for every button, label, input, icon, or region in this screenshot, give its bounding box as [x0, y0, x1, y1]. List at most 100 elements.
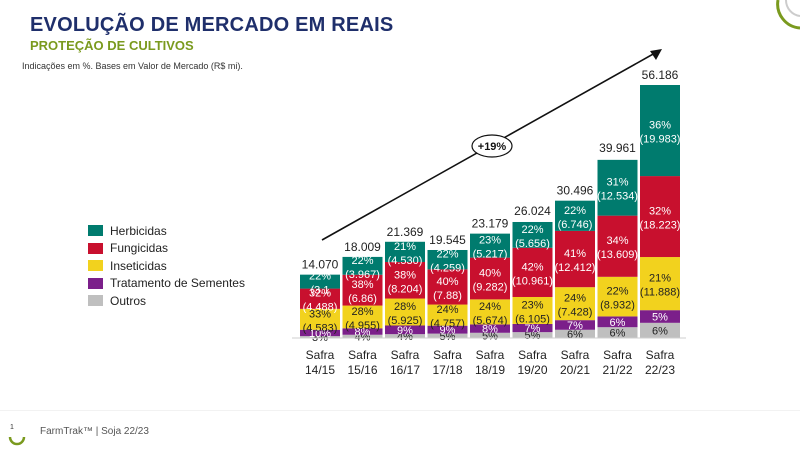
page-number: 1 [10, 424, 14, 431]
segment-value-label: (5.217) [473, 249, 508, 261]
segment-value-label: (12.534) [597, 191, 638, 203]
bar-segment [512, 332, 553, 338]
segment-pct-label: 22% [436, 249, 458, 261]
category-label: 16/17 [390, 363, 420, 377]
category-label: Safra [603, 348, 632, 362]
bar-segment [300, 274, 340, 289]
bar-segment [300, 336, 340, 338]
bar-segment [470, 324, 510, 333]
bar-segment [385, 241, 425, 262]
category-label: Safra [476, 348, 505, 362]
category-label: Safra [348, 348, 377, 362]
category-label: Safra [306, 348, 335, 362]
bar-segment [427, 249, 468, 270]
segment-pct-label: 36% [649, 120, 671, 132]
segment-pct-label: 9% [397, 325, 413, 337]
segment-pct-label: 22% [309, 271, 331, 283]
bar-segment [385, 334, 425, 338]
segment-pct-label: 32% [309, 288, 331, 300]
segment-pct-label: 5% [525, 330, 541, 342]
segment-value-label: (4.488) [303, 302, 338, 314]
bar-segment [512, 247, 553, 297]
bar-segment [470, 233, 510, 258]
segment-value-label: (4.259) [430, 263, 465, 275]
segment-pct-label: 28% [351, 306, 373, 318]
category-label: Safra [646, 348, 675, 362]
bar-segment [640, 310, 680, 323]
segment-value-label: (11.888) [640, 287, 680, 299]
chart-legend: Herbicidas Fungicidas Inseticidas Tratam… [88, 222, 245, 310]
bar-segment [342, 334, 383, 338]
legend-label: Tratamento de Sementes [110, 276, 245, 291]
bar-segment [640, 257, 680, 311]
bar-segment [555, 329, 595, 338]
segment-pct-label: 34% [606, 235, 628, 247]
segment-pct-label: 23% [521, 299, 543, 311]
bar-segment [512, 323, 553, 333]
segment-value-label: (19.983) [640, 134, 681, 146]
segment-value-label: (4.757) [430, 318, 465, 330]
legend-label: Outros [110, 293, 147, 308]
segment-pct-label: 22% [564, 205, 586, 217]
segment-value-label: (3.967) [345, 269, 380, 281]
bar-segment [300, 308, 340, 330]
segment-pct-label: 22% [606, 286, 628, 298]
growth-badge [471, 134, 513, 158]
segment-pct-label: 32% [649, 206, 671, 218]
segment-value-label: (4.583) [303, 322, 338, 334]
footer-text: FarmTrak™ | Soja 22/23 [40, 426, 149, 437]
bar-segment [470, 299, 510, 325]
segment-pct-label: 10% [309, 328, 331, 340]
legend-item-herbicidas: Herbicidas [88, 222, 245, 240]
bar-segment [385, 325, 425, 335]
segment-value-label: (7.88) [433, 290, 462, 302]
segment-pct-label: 5% [482, 330, 498, 342]
legend-label: Herbicidas [110, 223, 167, 238]
bar-segment [555, 320, 595, 330]
segment-value-label: (8.204) [388, 283, 423, 295]
bar-total-label: 18.009 [344, 240, 381, 254]
bar-segment [597, 327, 638, 338]
category-label: 20/21 [560, 363, 590, 377]
bar-total-label: 30.496 [557, 184, 594, 198]
bar-total-label: 21.369 [387, 225, 424, 239]
legend-item-fungicidas: Fungicidas [88, 240, 245, 258]
segment-value-label: (10.961) [512, 275, 553, 287]
segment-pct-label: 38% [351, 279, 373, 291]
segment-pct-label: 40% [479, 268, 501, 280]
segment-pct-label: 5% [440, 331, 456, 343]
legend-item-outros: Outros [88, 292, 245, 310]
bar-segment [342, 256, 383, 275]
segment-pct-label: 28% [394, 301, 416, 313]
segment-value-label: (5.656) [515, 238, 550, 250]
bar-segment [597, 276, 638, 317]
segment-value-label: (3.1 [311, 285, 330, 297]
segment-pct-label: 22% [521, 224, 543, 236]
bar-total-label: 23.179 [472, 217, 509, 231]
category-label: Safra [561, 348, 590, 362]
category-label: 17/18 [432, 363, 462, 377]
bar-segment [342, 305, 383, 329]
corner-decoration [776, 0, 800, 30]
segment-pct-label: 7% [525, 323, 541, 335]
category-label: Safra [391, 348, 420, 362]
bar-segment [512, 221, 553, 248]
category-label: 19/20 [517, 363, 547, 377]
segment-value-label: (6.86) [348, 293, 377, 305]
legend-label: Fungicidas [110, 241, 169, 256]
bar-total-label: 26.024 [514, 204, 551, 218]
bar-segment [427, 333, 468, 338]
segment-pct-label: 7% [567, 320, 583, 332]
segment-pct-label: 22% [351, 255, 373, 267]
category-label: 18/19 [475, 363, 505, 377]
segment-pct-label: 6% [610, 317, 626, 329]
bar-segment [427, 269, 468, 305]
legend-item-tratamento: Tratamento de Sementes [88, 275, 245, 293]
bar-segment [342, 274, 383, 306]
segment-pct-label: 21% [649, 273, 671, 285]
segment-pct-label: 42% [521, 261, 543, 273]
bar-segment [640, 85, 680, 177]
bar-segment [597, 316, 638, 328]
segment-pct-label: 41% [564, 248, 586, 260]
bar-segment [385, 298, 425, 326]
